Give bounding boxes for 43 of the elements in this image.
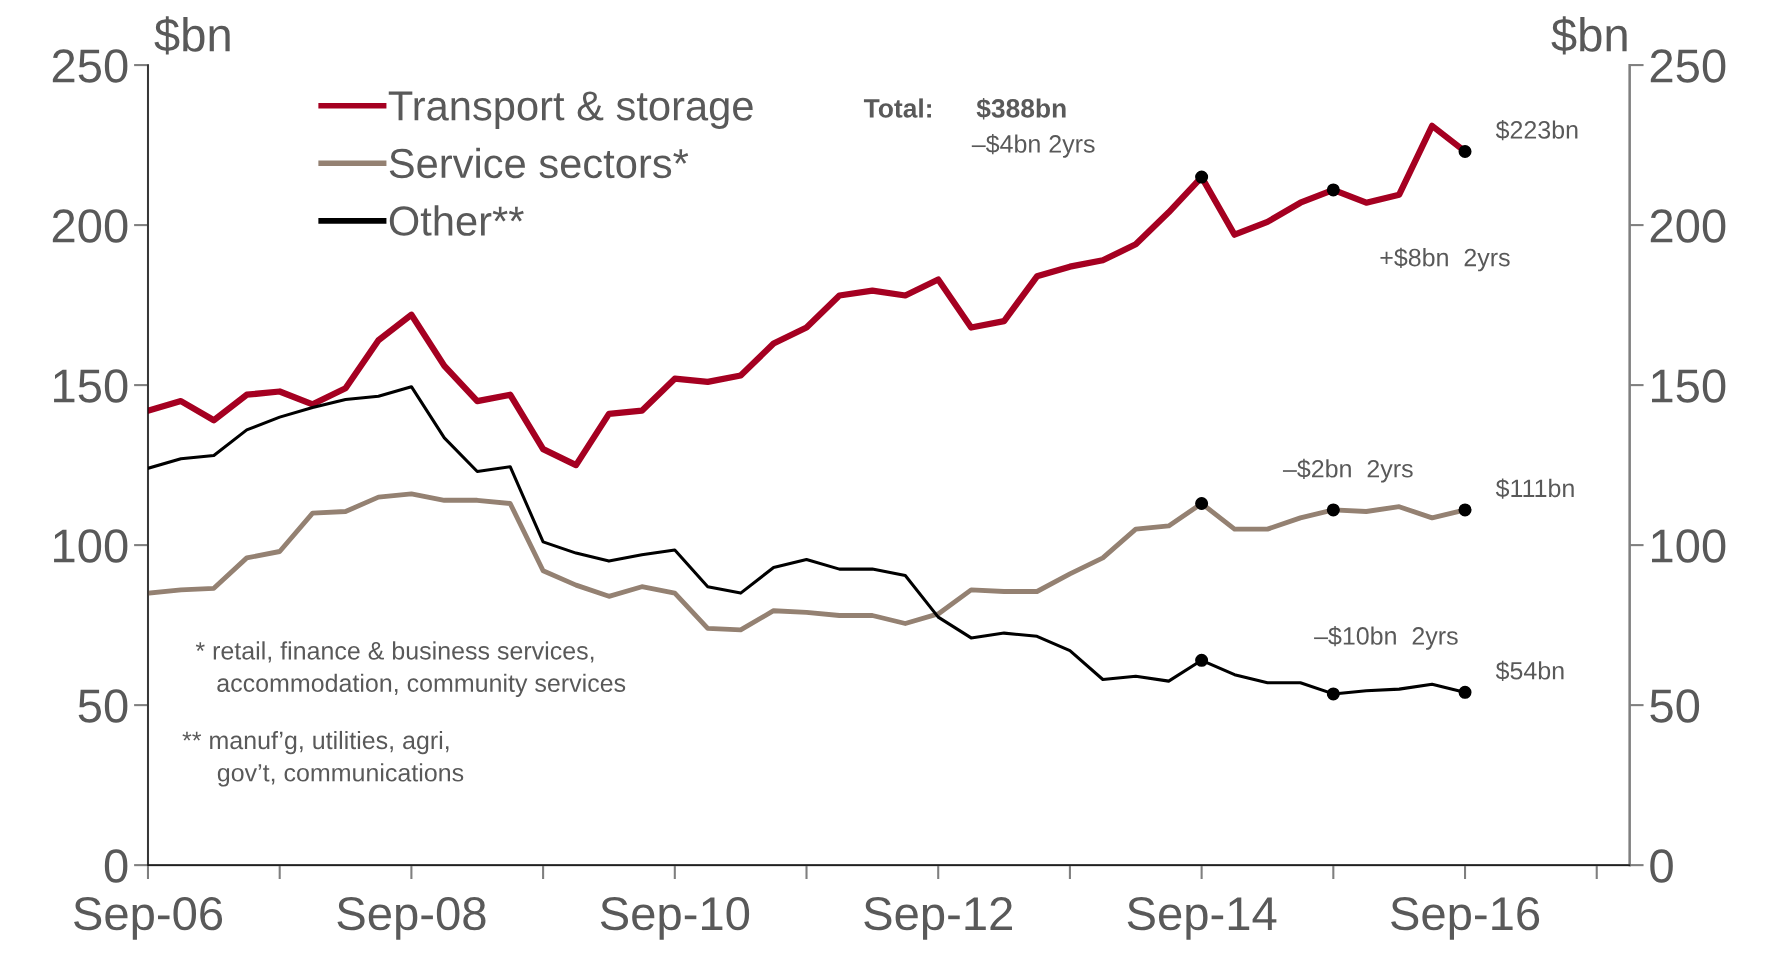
y2-tick-label: 250 [1650,49,1726,83]
point [1326,503,1340,517]
annotation: $388bn [976,97,1066,120]
y2-tick-label: 0 [1650,849,1673,883]
point [1458,503,1472,517]
y-tick-label: 150 [54,369,128,403]
annotation: $223bn [1495,119,1578,141]
legend-label: Transport & storage [388,91,753,129]
annotation: +$8bn 2yrs [1380,247,1510,272]
x-tick-label: Sep-06 [74,896,223,940]
point [1458,685,1472,699]
y2-axis-title: $bn [1551,16,1627,55]
annotation: * retail, finance & business services, accommodation, community services [195,641,626,697]
point [1326,183,1340,197]
y-tick-label: 50 [78,689,128,723]
annotation: Total: [863,98,931,118]
x-tick-label: Sep-12 [864,896,1012,940]
x-tick-label: Sep-16 [1391,896,1540,940]
annotation: $111bn [1495,478,1574,499]
legend-label: Service sectors* [389,147,689,179]
y-tick-label: 250 [52,49,128,83]
y-axis-title: $bn [154,16,230,55]
point [1326,687,1340,701]
y-tick-label: 200 [52,209,128,243]
point [1195,170,1209,184]
x-tick-label: Sep-08 [337,896,486,940]
y2-tick-label: 100 [1652,529,1726,563]
x-tick-label: Sep-14 [1127,896,1277,940]
y-tick-label: 0 [104,849,128,883]
annotation: –$4bn 2yrs [971,134,1095,158]
point [1195,653,1209,667]
annotation: –$10bn 2yrs [1314,626,1458,650]
y2-tick-label: 50 [1650,689,1700,723]
legend-label: Other** [389,205,524,236]
point [1458,144,1472,158]
y2-tick-label: 150 [1652,369,1726,403]
x-tick-label: Sep-10 [600,896,750,940]
y2-tick-label: 200 [1650,209,1726,243]
annotation: –$2bn 2yrs [1282,458,1413,483]
y-tick-label: 100 [54,529,128,563]
point [1195,496,1209,511]
annotation: $54bn [1495,660,1564,682]
annotation: ** manuf’g, utilities, agri, gov’t, communications [182,730,464,787]
